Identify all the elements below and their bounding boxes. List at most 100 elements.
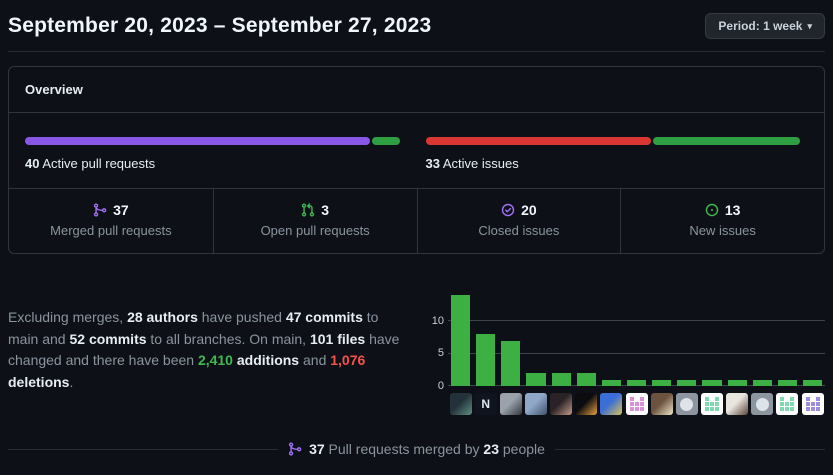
avatar-photo-person-colorful-hat[interactable] xyxy=(600,393,623,415)
stat-merged-pull-requests[interactable]: 37 Merged pull requests xyxy=(9,189,213,253)
avatar-letter-N-dark[interactable]: N xyxy=(474,393,497,415)
issue-closed-icon xyxy=(501,203,515,217)
commit-bar-author-2 xyxy=(476,334,496,386)
commit-summary-text: Excluding merges, 28 authors have pushed… xyxy=(8,309,400,390)
active-pull-requests-label: 40 Active pull requests xyxy=(25,156,156,171)
commit-bar-author-5 xyxy=(551,373,571,386)
progress-segment-closed xyxy=(425,137,652,145)
page-title: September 20, 2023 – September 27, 2023 xyxy=(8,14,432,37)
gridline-y10: 10 xyxy=(432,315,825,327)
footer-divider-left xyxy=(8,448,279,450)
git-merge-icon xyxy=(288,442,302,456)
commits-chart-column: 0 5 10 N xyxy=(426,284,825,415)
avatar-photo-person-hood-blue[interactable] xyxy=(524,393,547,415)
author-avatars-row: N xyxy=(448,393,825,415)
activity-bars-section: 40 Active pull requests 33 Active issues xyxy=(9,113,824,188)
avatar-octocat-default[interactable] xyxy=(751,393,774,415)
pulse-page: September 20, 2023 – September 27, 2023 … xyxy=(8,0,825,457)
avatar-cell xyxy=(725,393,750,415)
active-issues-block: 33 Active issues xyxy=(425,137,800,171)
avatar-cell xyxy=(750,393,775,415)
avatar-cell xyxy=(624,393,649,415)
avatar-identicon-purple[interactable] xyxy=(801,393,824,415)
octocat-icon xyxy=(755,397,769,411)
active-pull-requests-block: 40 Active pull requests xyxy=(25,137,400,171)
y-tick-label: 5 xyxy=(437,347,444,360)
merged-by-footer: 37 Pull requests merged by 23 people xyxy=(8,441,825,457)
summary-column: Excluding merges, 28 authors have pushed… xyxy=(8,284,412,415)
avatar-photo-person-bright-light[interactable] xyxy=(650,393,673,415)
commit-bar-author-10 xyxy=(677,379,697,386)
pulse-main-section: Excluding merges, 28 authors have pushed… xyxy=(8,284,825,415)
active-issues-count: 33 xyxy=(425,156,440,171)
commit-bar-author-6 xyxy=(576,373,596,386)
identicon-pattern xyxy=(810,402,815,406)
commit-bar-author-3 xyxy=(501,340,521,386)
avatar-photo-night-orange-light[interactable] xyxy=(575,393,598,415)
merged-pr-label: Merged pull requests xyxy=(50,223,172,238)
gridline-y5: 5 xyxy=(438,347,825,359)
pull-requests-progress-bar xyxy=(25,137,400,145)
stat-closed-issues[interactable]: 20 Closed issues xyxy=(416,189,621,253)
progress-segment-open xyxy=(371,137,400,145)
avatar-cell xyxy=(674,393,699,415)
avatar-cell xyxy=(775,393,800,415)
avatar-cell xyxy=(448,393,473,415)
avatar-octocat-default[interactable] xyxy=(675,393,698,415)
commit-bar-author-13 xyxy=(752,379,772,386)
avatar-cell xyxy=(523,393,548,415)
progress-segment-new xyxy=(653,137,800,145)
issues-progress-bar xyxy=(425,137,800,145)
new-issues-label: New issues xyxy=(689,223,756,238)
avatar-cell xyxy=(549,393,574,415)
avatar-identicon-mint[interactable] xyxy=(700,393,723,415)
period-button-label: Period: 1 week xyxy=(718,19,803,33)
avatar-identicon-pink[interactable] xyxy=(625,393,648,415)
overview-panel-title: Overview xyxy=(9,67,824,113)
period-select-button[interactable]: Period: 1 week ▾ xyxy=(705,13,825,39)
commit-bar-author-4 xyxy=(526,373,546,386)
avatar-photo-person-grayscale[interactable] xyxy=(499,393,522,415)
y-tick-label: 0 xyxy=(437,379,444,392)
commit-bar-author-8 xyxy=(626,379,647,386)
footer-divider-right xyxy=(554,448,825,450)
closed-issues-count: 20 xyxy=(521,202,537,218)
progress-segment-merged xyxy=(25,137,370,145)
page-header: September 20, 2023 – September 27, 2023 … xyxy=(8,0,825,39)
identicon-pattern xyxy=(785,402,790,406)
issue-opened-icon xyxy=(705,203,719,217)
avatar-cell xyxy=(800,393,825,415)
commits-per-author-chart: 0 5 10 xyxy=(432,289,825,392)
commit-bar-author-15 xyxy=(802,379,823,386)
avatar-photo-woman-white-top[interactable] xyxy=(726,393,749,415)
commit-bar-author-14 xyxy=(777,379,797,386)
avatar-photo-woman-dark-hair[interactable] xyxy=(550,393,573,415)
git-merge-icon xyxy=(93,203,107,217)
avatar-cell xyxy=(574,393,599,415)
active-pull-requests-count: 40 xyxy=(25,156,40,171)
commit-bar-author-7 xyxy=(601,379,621,386)
commit-bar-author-12 xyxy=(727,379,747,386)
open-pr-count: 3 xyxy=(321,202,330,218)
identicon-pattern xyxy=(634,402,639,406)
git-pull-request-icon xyxy=(301,203,315,217)
avatar-cell: N xyxy=(473,393,498,415)
commit-bar-author-11 xyxy=(702,379,722,386)
commit-bar-author-9 xyxy=(652,379,672,386)
footer-text: 37 Pull requests merged by 23 people xyxy=(288,441,545,457)
avatar-cell xyxy=(699,393,724,415)
open-pr-label: Open pull requests xyxy=(260,223,370,238)
avatar-photo-person-dark-teal[interactable] xyxy=(449,393,472,415)
overview-stats-row: 37 Merged pull requests 3 Open pull requ… xyxy=(9,188,824,253)
avatar-cell xyxy=(498,393,523,415)
merged-pr-count: 37 xyxy=(113,202,129,218)
header-divider xyxy=(8,51,825,52)
active-issues-label: 33 Active issues xyxy=(425,156,519,171)
closed-issues-label: Closed issues xyxy=(478,223,560,238)
footer-summary: 37 Pull requests merged by 23 people xyxy=(309,441,545,457)
identicon-pattern xyxy=(709,402,714,406)
y-tick-label: 10 xyxy=(431,314,444,327)
avatar-identicon-mint[interactable] xyxy=(776,393,799,415)
stat-open-pull-requests[interactable]: 3 Open pull requests xyxy=(212,189,417,253)
stat-new-issues[interactable]: 13 New issues xyxy=(620,189,824,253)
